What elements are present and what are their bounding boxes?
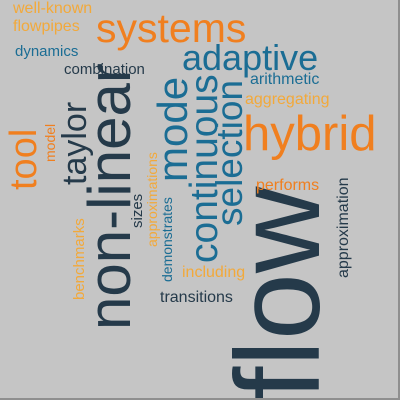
- word-benchmarks: benchmarks: [71, 218, 88, 300]
- word-model: model: [42, 123, 58, 162]
- word-selection: selection: [209, 79, 250, 226]
- word-well-known: well-known: [13, 0, 93, 17]
- word-arithmetic: arithmetic: [250, 71, 320, 88]
- word-demonstrates: demonstrates: [159, 197, 175, 282]
- word-performs: performs: [256, 177, 320, 194]
- word-including: including: [182, 264, 246, 281]
- word-systems: systems: [96, 5, 247, 51]
- word-flowpipes: flowpipes: [13, 18, 80, 35]
- word-sizes: sizes: [129, 193, 146, 228]
- word-approximation: approximation: [335, 177, 352, 279]
- word-tool: tool: [3, 128, 45, 190]
- word-hybrid: hybrid: [243, 107, 377, 161]
- word-adaptive: adaptive: [182, 37, 319, 78]
- word-taylor: taylor: [56, 101, 94, 185]
- word-combination: combination: [64, 61, 145, 78]
- word-dynamics: dynamics: [15, 43, 79, 60]
- word-aggregating: aggregating: [245, 91, 330, 108]
- word-transitions: transitions: [160, 289, 233, 306]
- word-approximations: approximations: [144, 152, 160, 247]
